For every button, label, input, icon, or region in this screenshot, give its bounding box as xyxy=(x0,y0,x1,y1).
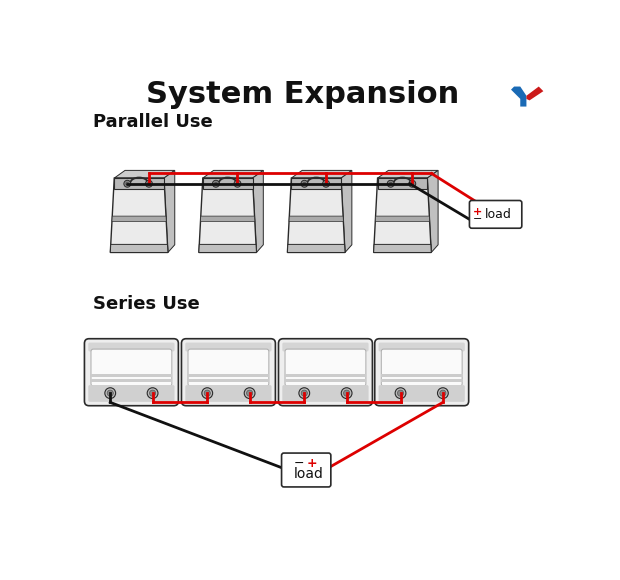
Circle shape xyxy=(202,388,213,398)
FancyBboxPatch shape xyxy=(381,374,463,376)
Polygon shape xyxy=(112,216,166,222)
FancyBboxPatch shape xyxy=(91,374,172,376)
Polygon shape xyxy=(374,178,432,252)
FancyBboxPatch shape xyxy=(379,385,465,402)
Circle shape xyxy=(147,388,158,398)
Polygon shape xyxy=(526,86,543,100)
Polygon shape xyxy=(511,86,526,107)
Circle shape xyxy=(395,388,406,398)
FancyBboxPatch shape xyxy=(91,379,172,382)
Circle shape xyxy=(322,180,329,187)
FancyBboxPatch shape xyxy=(188,379,269,382)
Circle shape xyxy=(299,388,309,398)
Polygon shape xyxy=(200,216,255,222)
Circle shape xyxy=(247,390,253,396)
FancyBboxPatch shape xyxy=(188,349,269,386)
Polygon shape xyxy=(378,178,427,190)
Polygon shape xyxy=(288,244,345,252)
Circle shape xyxy=(440,390,446,396)
Circle shape xyxy=(236,182,239,186)
Polygon shape xyxy=(164,171,175,252)
Circle shape xyxy=(324,182,328,186)
FancyBboxPatch shape xyxy=(185,385,272,402)
Polygon shape xyxy=(252,171,264,252)
FancyBboxPatch shape xyxy=(285,374,366,376)
FancyBboxPatch shape xyxy=(91,349,172,386)
Circle shape xyxy=(410,182,414,186)
Circle shape xyxy=(124,180,131,187)
Text: −: − xyxy=(293,458,304,470)
Circle shape xyxy=(204,390,210,396)
FancyBboxPatch shape xyxy=(84,339,179,405)
FancyBboxPatch shape xyxy=(285,379,366,382)
Polygon shape xyxy=(291,171,352,178)
FancyBboxPatch shape xyxy=(185,343,272,351)
FancyBboxPatch shape xyxy=(282,343,368,351)
FancyBboxPatch shape xyxy=(374,339,469,405)
Polygon shape xyxy=(427,171,438,252)
FancyBboxPatch shape xyxy=(381,379,463,382)
Circle shape xyxy=(343,390,350,396)
Circle shape xyxy=(234,180,241,187)
FancyBboxPatch shape xyxy=(469,201,522,228)
Circle shape xyxy=(341,388,352,398)
Circle shape xyxy=(438,388,448,398)
Polygon shape xyxy=(374,244,432,252)
Polygon shape xyxy=(341,171,352,252)
Circle shape xyxy=(107,390,113,396)
Polygon shape xyxy=(203,178,252,190)
Text: +: + xyxy=(472,207,482,217)
FancyBboxPatch shape xyxy=(88,343,175,351)
FancyBboxPatch shape xyxy=(282,385,368,402)
Polygon shape xyxy=(288,178,345,252)
Circle shape xyxy=(149,390,156,396)
Polygon shape xyxy=(375,216,430,222)
Circle shape xyxy=(397,390,404,396)
Circle shape xyxy=(303,182,306,186)
Polygon shape xyxy=(289,216,343,222)
Text: load: load xyxy=(485,208,512,221)
Circle shape xyxy=(105,388,115,398)
FancyBboxPatch shape xyxy=(278,339,373,405)
Text: Series Use: Series Use xyxy=(93,295,200,313)
Circle shape xyxy=(301,180,308,187)
Polygon shape xyxy=(203,171,264,178)
Circle shape xyxy=(409,180,416,187)
Text: load: load xyxy=(294,467,324,481)
Text: +: + xyxy=(307,458,317,470)
Polygon shape xyxy=(110,244,168,252)
FancyBboxPatch shape xyxy=(281,453,331,487)
Polygon shape xyxy=(114,171,175,178)
Polygon shape xyxy=(199,178,257,252)
Circle shape xyxy=(389,182,392,186)
Circle shape xyxy=(388,180,394,187)
Text: System Expansion: System Expansion xyxy=(146,79,459,108)
Polygon shape xyxy=(110,178,168,252)
Polygon shape xyxy=(378,171,438,178)
Text: −: − xyxy=(472,214,482,224)
Text: Parallel Use: Parallel Use xyxy=(93,113,213,131)
Circle shape xyxy=(301,390,308,396)
Polygon shape xyxy=(199,244,257,252)
Circle shape xyxy=(213,180,219,187)
FancyBboxPatch shape xyxy=(188,374,269,376)
Polygon shape xyxy=(291,178,341,190)
Polygon shape xyxy=(114,178,164,190)
FancyBboxPatch shape xyxy=(88,385,175,402)
Circle shape xyxy=(214,182,218,186)
Circle shape xyxy=(146,180,153,187)
FancyBboxPatch shape xyxy=(379,343,465,351)
Circle shape xyxy=(125,182,129,186)
Circle shape xyxy=(147,182,151,186)
FancyBboxPatch shape xyxy=(182,339,275,405)
Circle shape xyxy=(244,388,255,398)
FancyBboxPatch shape xyxy=(285,349,366,386)
FancyBboxPatch shape xyxy=(381,349,462,386)
